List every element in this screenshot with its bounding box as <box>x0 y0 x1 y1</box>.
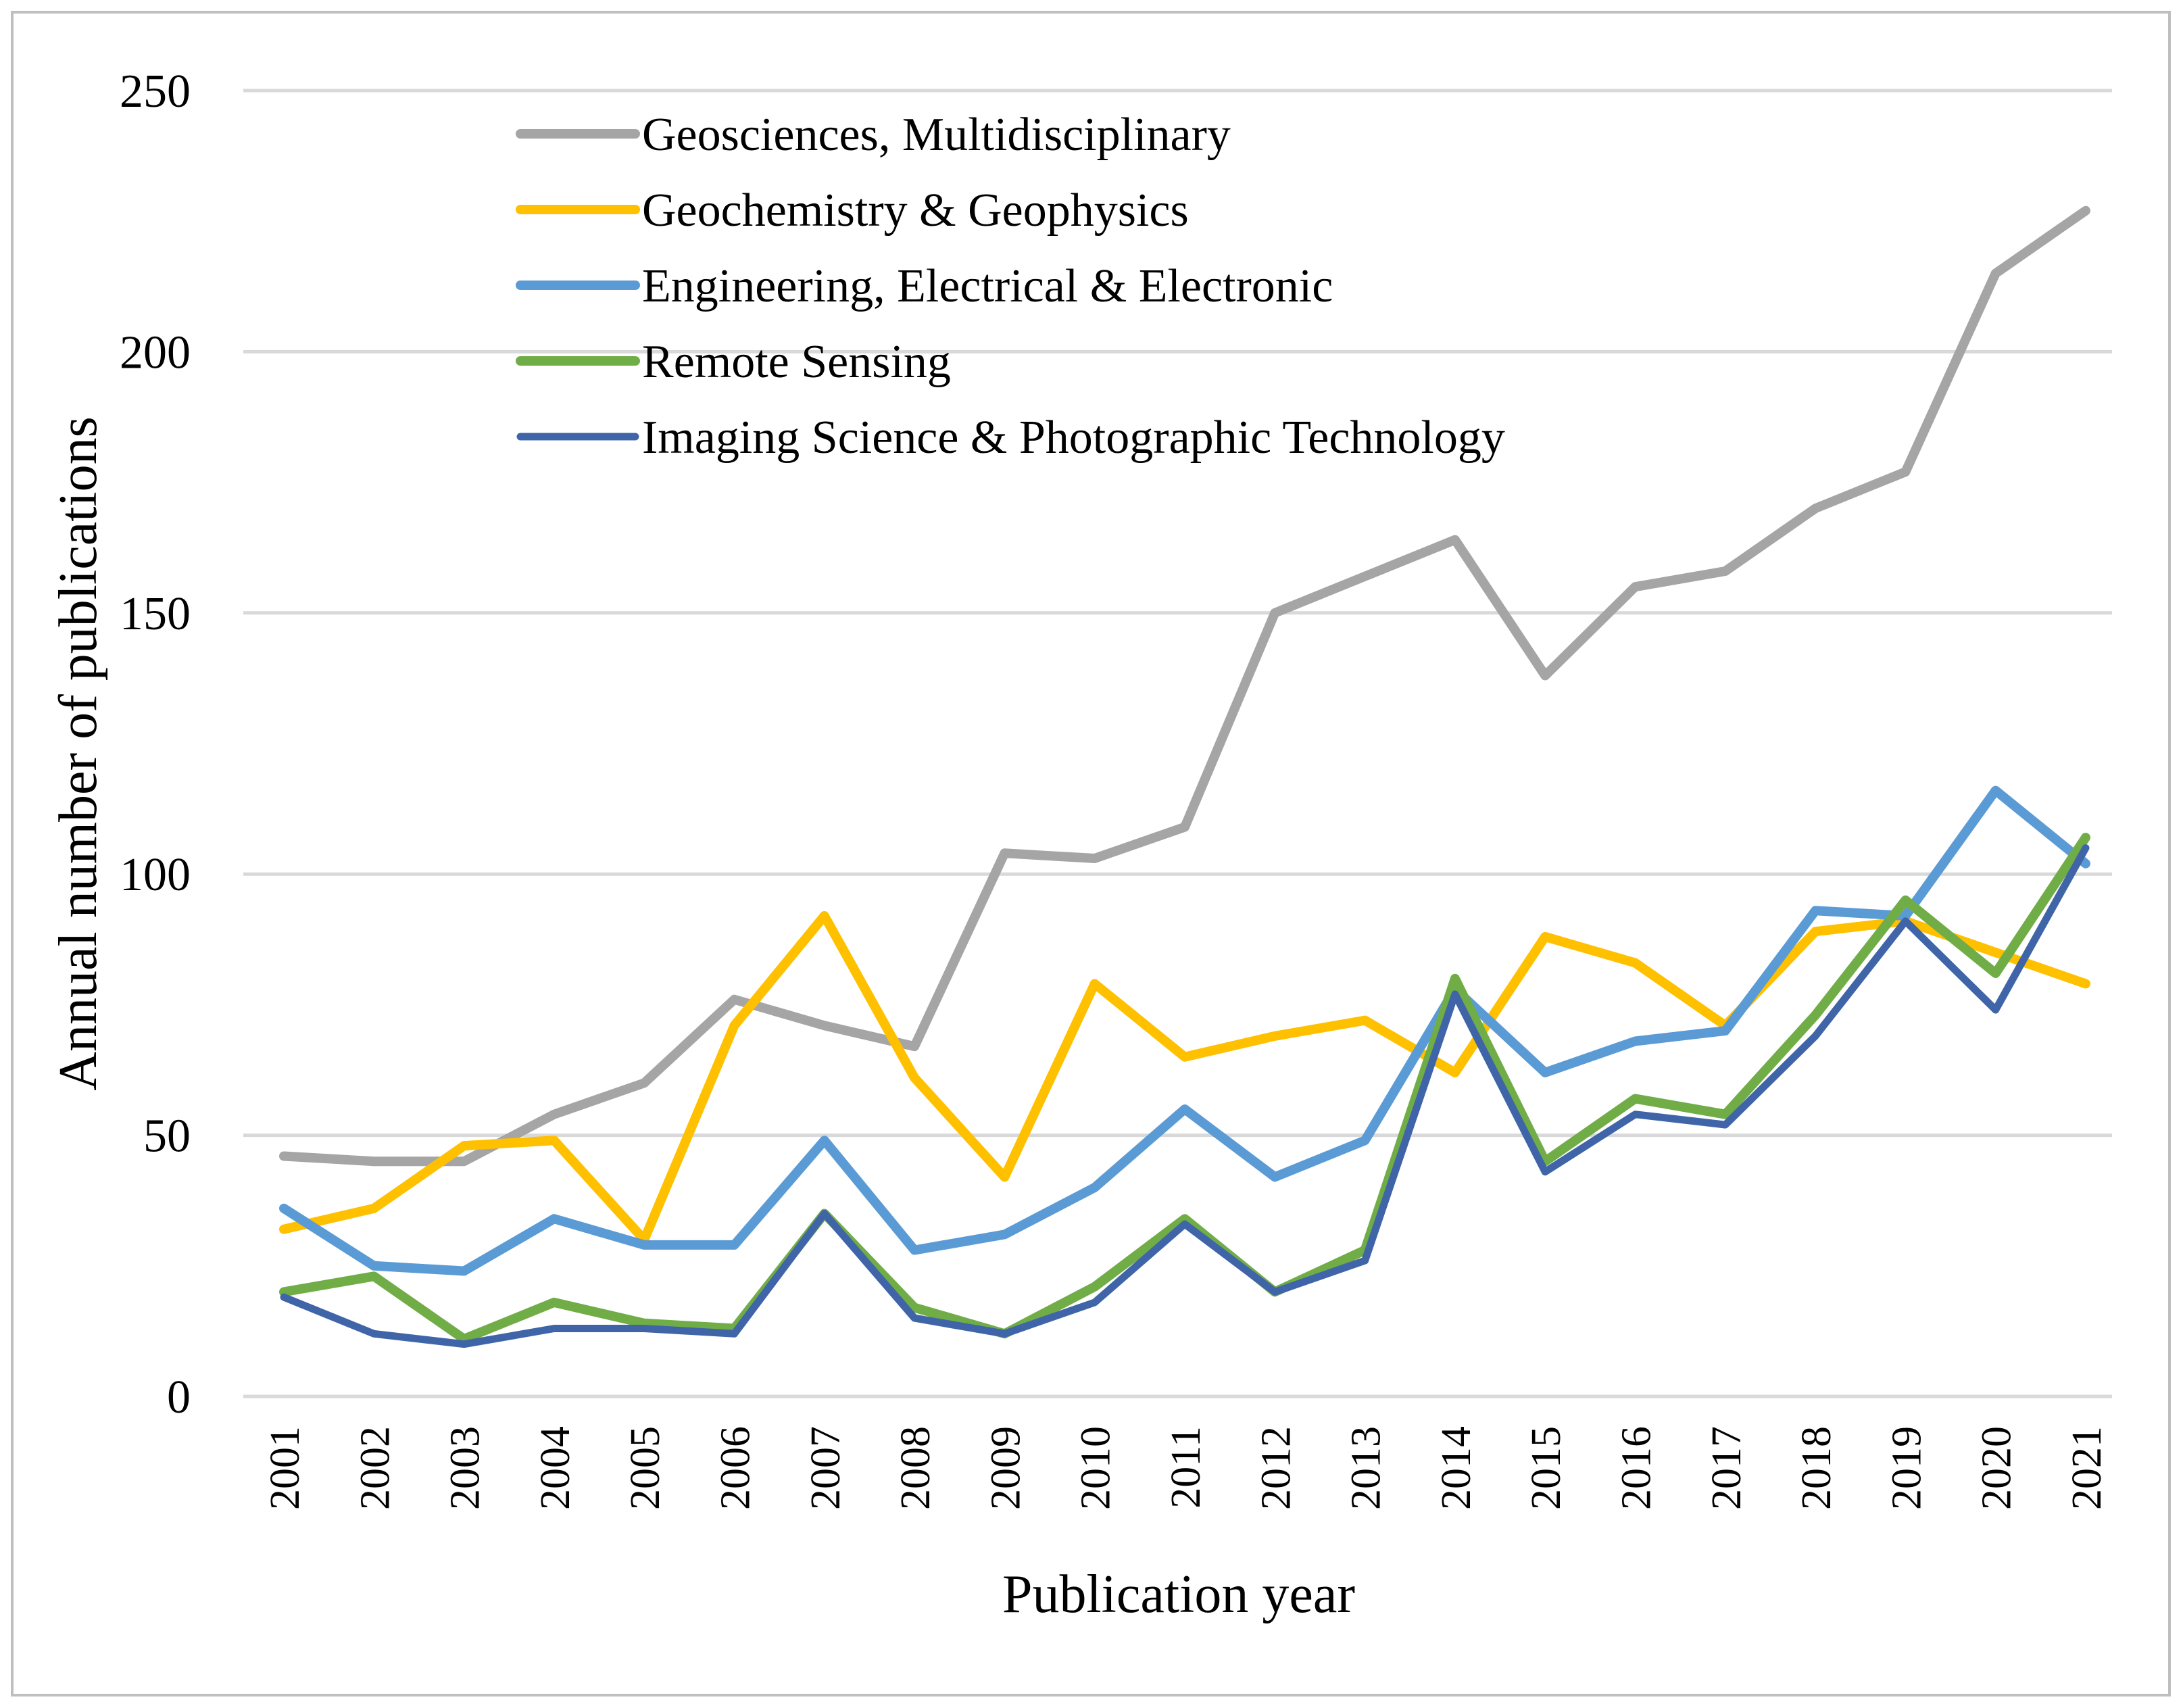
y-tick-label: 200 <box>120 326 191 379</box>
legend-label-5: Imaging Science & Photographic Technolog… <box>642 412 1505 464</box>
x-tick-label: 2005 <box>622 1426 668 1510</box>
series-line-3 <box>279 785 2090 1276</box>
x-tick-labels: 2001 2002 2003 2004 2005 2006 2007 2008 2009 2010… <box>262 1426 2110 1510</box>
x-axis-title: Publication year <box>1002 1565 1355 1624</box>
x-tick-label: 2021 <box>2064 1426 2110 1510</box>
gridlines <box>243 89 2112 1398</box>
x-tick-label: 2008 <box>893 1426 939 1510</box>
series-lines <box>279 205 2090 1348</box>
x-tick-label: 2001 <box>262 1426 308 1510</box>
legend-label-1: Geosciences, Multidisciplinary <box>642 109 1231 161</box>
series-line-1 <box>279 205 2090 1167</box>
x-tick-label: 2013 <box>1344 1426 1390 1510</box>
x-tick-label: 2018 <box>1794 1426 1840 1510</box>
x-tick-label: 2011 <box>1163 1426 1209 1509</box>
x-tick-label: 2016 <box>1614 1426 1660 1510</box>
series-line-2 <box>279 911 2090 1245</box>
y-tick-label: 150 <box>120 588 191 640</box>
x-tick-label: 2007 <box>803 1426 849 1510</box>
legend-label-4: Remote Sensing <box>642 336 951 388</box>
y-tick-label: 50 <box>143 1111 191 1163</box>
legend: Geosciences, Multidisciplinary Geochemist… <box>516 109 1505 464</box>
x-tick-label: 2019 <box>1884 1426 1930 1510</box>
y-tick-labels: 0 50 100 150 200 250 <box>120 66 191 1423</box>
y-tick-label: 250 <box>120 66 191 118</box>
legend-label-3: Engineering, Electrical & Electronic <box>642 260 1333 312</box>
x-tick-label: 2004 <box>533 1426 579 1510</box>
x-tick-label: 2006 <box>713 1426 759 1510</box>
y-tick-label: 100 <box>120 849 191 901</box>
series-line-4 <box>279 833 2090 1344</box>
x-tick-label: 2009 <box>983 1426 1029 1510</box>
x-tick-label: 2003 <box>443 1426 489 1510</box>
x-tick-label: 2012 <box>1253 1426 1299 1510</box>
y-tick-label: 0 <box>167 1371 191 1423</box>
x-tick-label: 2014 <box>1433 1426 1479 1510</box>
x-tick-label: 2002 <box>352 1426 398 1510</box>
x-tick-label: 2017 <box>1704 1426 1750 1510</box>
x-tick-label: 2010 <box>1073 1426 1119 1510</box>
series-line-5 <box>280 844 2090 1348</box>
x-tick-label: 2020 <box>1974 1426 2020 1510</box>
legend-label-2: Geochemistry & Geophysics <box>642 185 1189 237</box>
y-axis-title: Annual number of publications <box>49 416 108 1091</box>
x-tick-label: 2015 <box>1523 1426 1569 1510</box>
